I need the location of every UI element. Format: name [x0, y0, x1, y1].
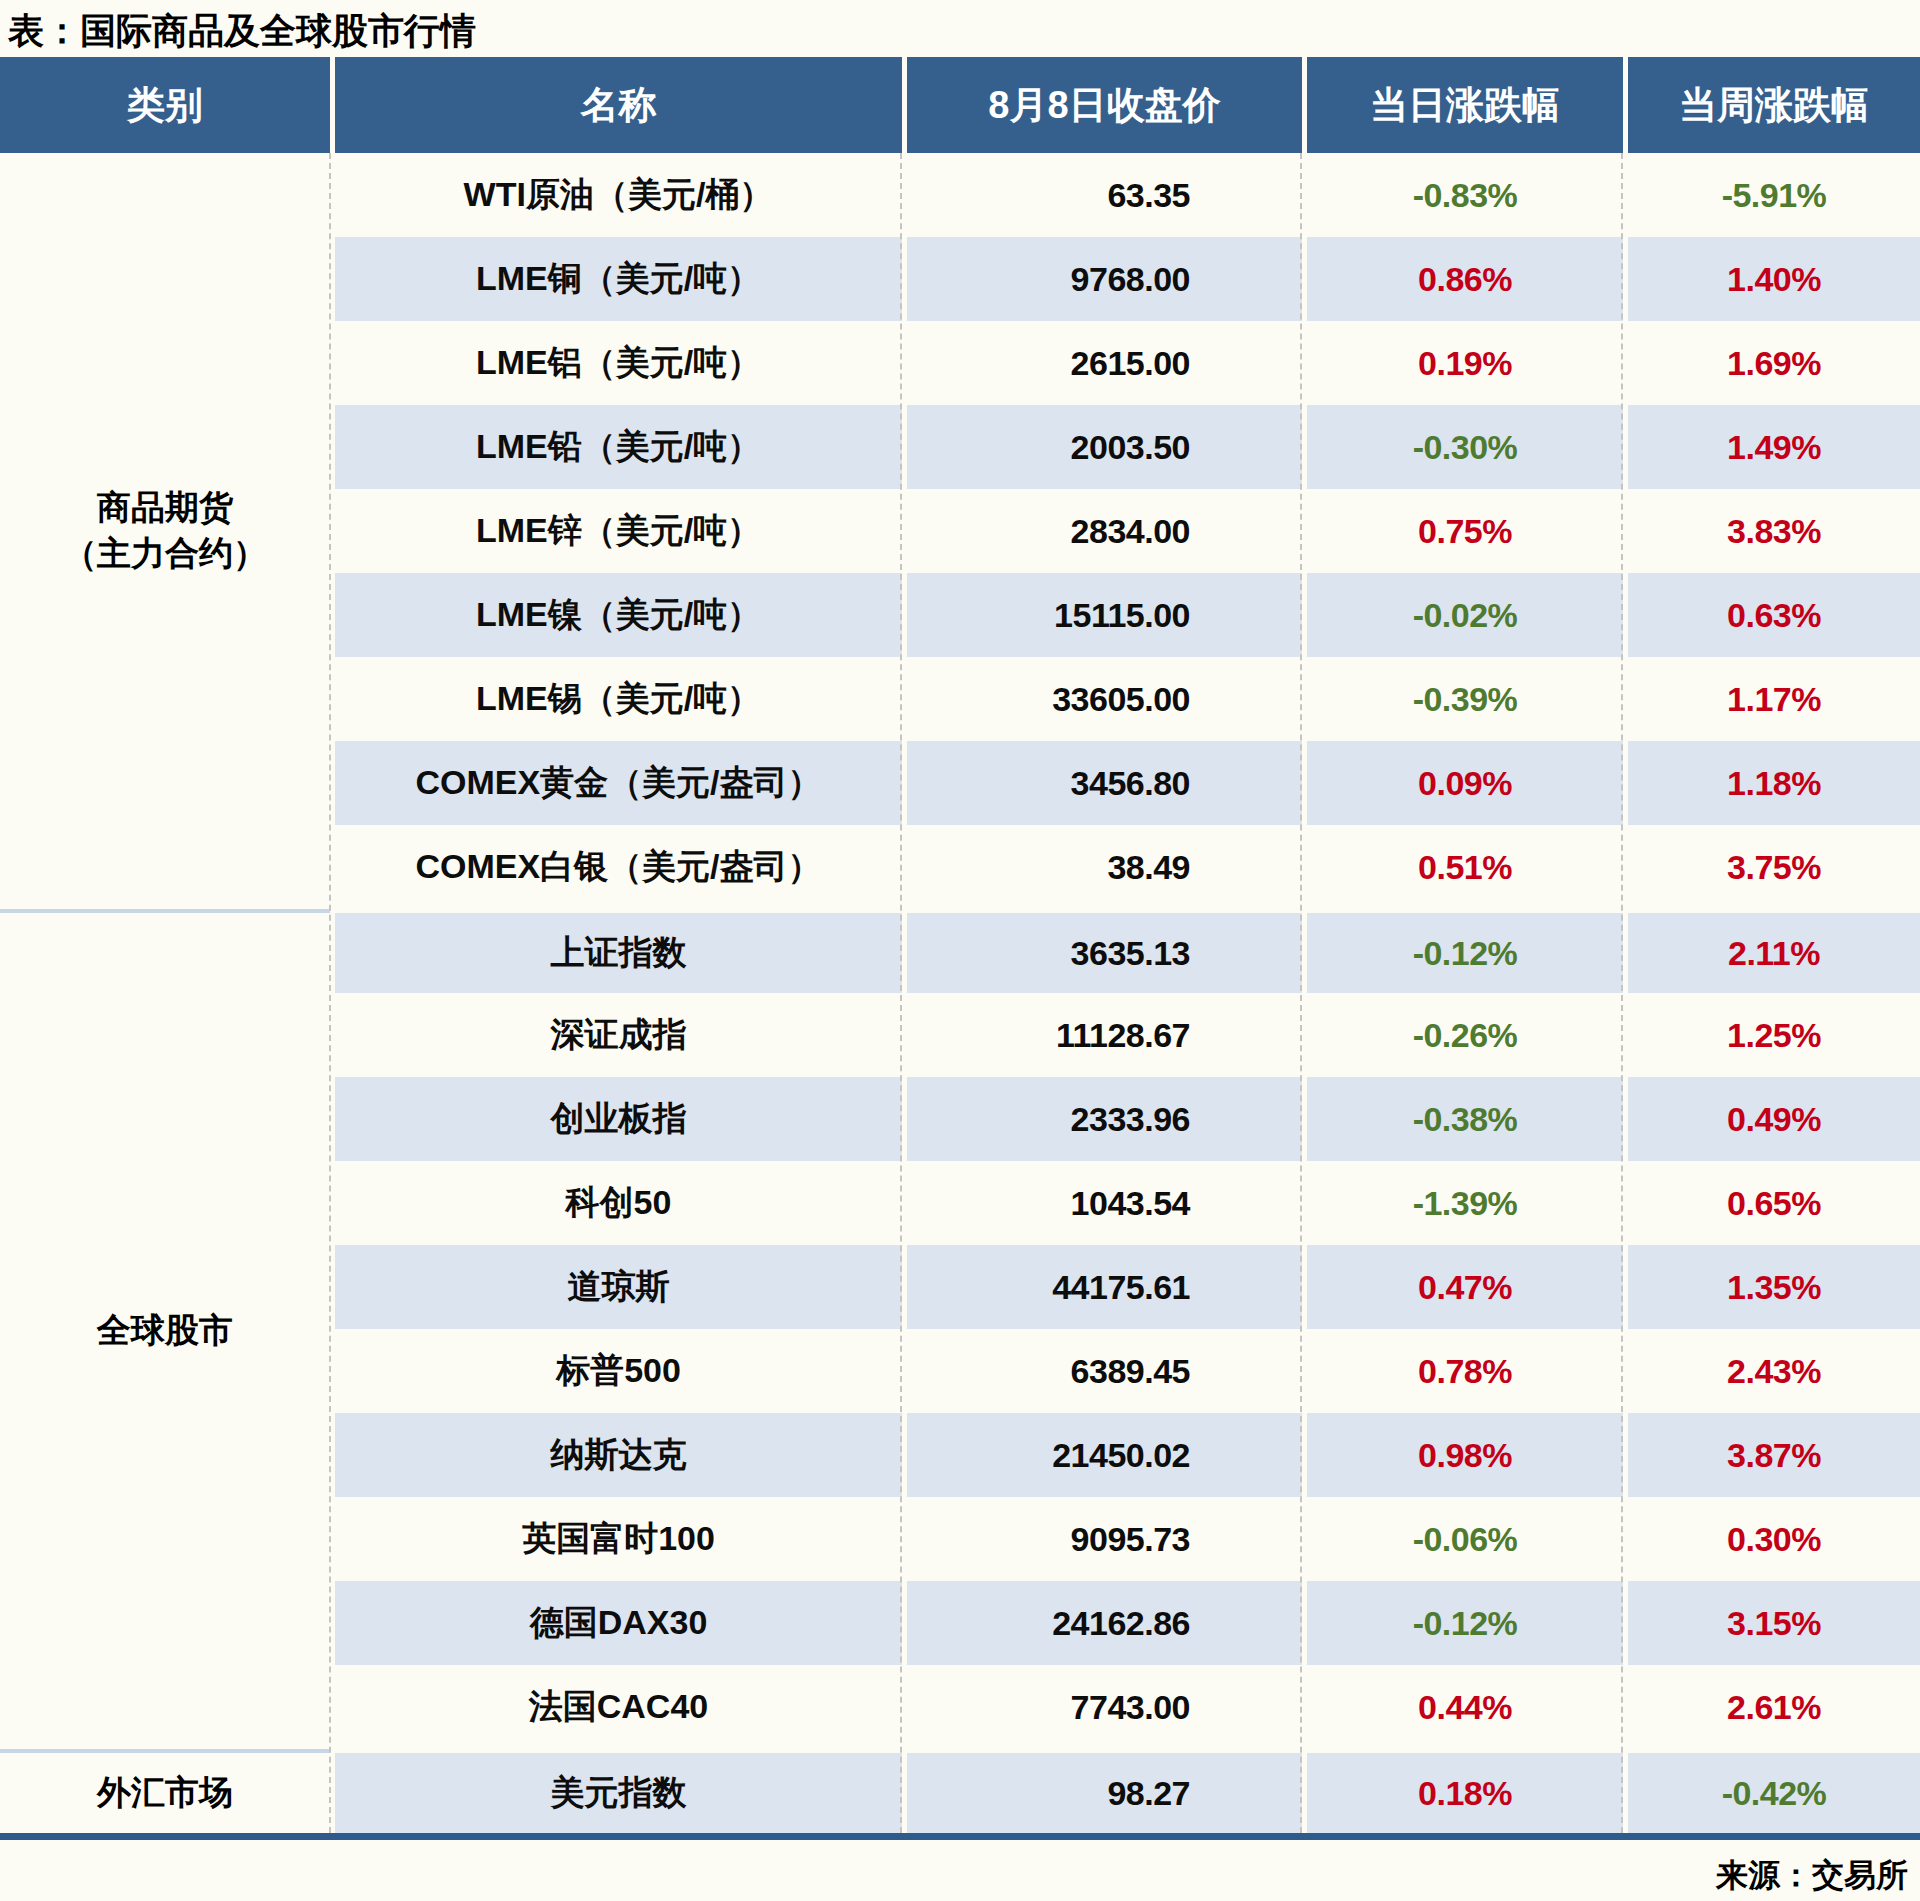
close-price-cell: 2834.00	[902, 489, 1302, 573]
market-table: 类别 名称 8月8日收盘价 当日涨跌幅 当周涨跌幅 商品期货 （主力合约） 全球…	[0, 57, 1920, 1833]
table-title: 表：国际商品及全球股市行情	[0, 0, 1920, 57]
close-price-cell: 2003.50	[902, 405, 1302, 489]
weekly-change-cell: -0.42%	[1623, 1749, 1920, 1833]
close-price-cell: 98.27	[902, 1749, 1302, 1833]
weekly-change-cell: 0.63%	[1623, 573, 1920, 657]
daily-change-cell: 0.51%	[1302, 825, 1623, 909]
name-cell: 创业板指	[330, 1077, 902, 1161]
table-bottom-border	[0, 1833, 1920, 1840]
close-price-cell: 7743.00	[902, 1665, 1302, 1749]
close-price-cell: 21450.02	[902, 1413, 1302, 1497]
weekly-change-cell: 3.15%	[1623, 1581, 1920, 1665]
category-cell-commodity-futures: 商品期货 （主力合约）	[0, 153, 330, 909]
name-cell: LME铜（美元/吨）	[330, 237, 902, 321]
daily-change-cell: 0.09%	[1302, 741, 1623, 825]
daily-change-cell: -0.39%	[1302, 657, 1623, 741]
daily-change-cell: -0.02%	[1302, 573, 1623, 657]
col-header-weekly-change: 当周涨跌幅	[1623, 57, 1920, 153]
name-cell: LME锡（美元/吨）	[330, 657, 902, 741]
source-note: 来源：交易所	[0, 1840, 1920, 1898]
daily-change-cell: 0.44%	[1302, 1665, 1623, 1749]
column-divider-dashed	[1300, 153, 1302, 1833]
weekly-change-cell: 1.40%	[1623, 237, 1920, 321]
name-cell: 深证成指	[330, 993, 902, 1077]
name-cell: LME铝（美元/吨）	[330, 321, 902, 405]
weekly-change-cell: 3.87%	[1623, 1413, 1920, 1497]
daily-change-cell: 0.86%	[1302, 237, 1623, 321]
daily-change-cell: -0.12%	[1302, 1581, 1623, 1665]
daily-change-cell: 0.78%	[1302, 1329, 1623, 1413]
column-divider-dashed	[900, 153, 902, 1833]
daily-change-cell: 0.18%	[1302, 1749, 1623, 1833]
name-cell: LME锌（美元/吨）	[330, 489, 902, 573]
name-cell: 道琼斯	[330, 1245, 902, 1329]
weekly-change-cell: 1.18%	[1623, 741, 1920, 825]
close-price-cell: 63.35	[902, 153, 1302, 237]
daily-change-cell: 0.19%	[1302, 321, 1623, 405]
name-cell: 上证指数	[330, 909, 902, 993]
close-price-cell: 3456.80	[902, 741, 1302, 825]
close-price-cell: 2615.00	[902, 321, 1302, 405]
name-cell: 纳斯达克	[330, 1413, 902, 1497]
name-cell: 标普500	[330, 1329, 902, 1413]
category-cell-fx-market: 外汇市场	[0, 1749, 330, 1833]
name-cell: 英国富时100	[330, 1497, 902, 1581]
close-price-cell: 6389.45	[902, 1329, 1302, 1413]
name-cell: COMEX白银（美元/盎司）	[330, 825, 902, 909]
name-cell: WTI原油（美元/桶）	[330, 153, 902, 237]
close-price-cell: 38.49	[902, 825, 1302, 909]
col-header-close-price: 8月8日收盘价	[902, 57, 1302, 153]
col-header-name: 名称	[330, 57, 902, 153]
weekly-change-cell: 1.25%	[1623, 993, 1920, 1077]
weekly-change-cell: 0.65%	[1623, 1161, 1920, 1245]
weekly-change-cell: 1.35%	[1623, 1245, 1920, 1329]
daily-change-cell: -0.38%	[1302, 1077, 1623, 1161]
close-price-cell: 11128.67	[902, 993, 1302, 1077]
name-cell: LME铅（美元/吨）	[330, 405, 902, 489]
name-cell: LME镍（美元/吨）	[330, 573, 902, 657]
weekly-change-cell: 0.30%	[1623, 1497, 1920, 1581]
weekly-change-cell: 3.83%	[1623, 489, 1920, 573]
weekly-change-cell: 1.49%	[1623, 405, 1920, 489]
weekly-change-cell: 2.61%	[1623, 1665, 1920, 1749]
close-price-cell: 33605.00	[902, 657, 1302, 741]
daily-change-cell: -0.12%	[1302, 909, 1623, 993]
daily-change-cell: 0.98%	[1302, 1413, 1623, 1497]
close-price-cell: 9095.73	[902, 1497, 1302, 1581]
name-cell: 科创50	[330, 1161, 902, 1245]
close-price-cell: 9768.00	[902, 237, 1302, 321]
weekly-change-cell: 2.43%	[1623, 1329, 1920, 1413]
page: 表：国际商品及全球股市行情 类别 名称 8月8日收盘价 当日涨跌幅 当周涨跌幅 …	[0, 0, 1920, 1901]
weekly-change-cell: 3.75%	[1623, 825, 1920, 909]
column-divider-dashed	[1621, 153, 1623, 1833]
daily-change-cell: -0.30%	[1302, 405, 1623, 489]
close-price-cell: 15115.00	[902, 573, 1302, 657]
daily-change-cell: 0.75%	[1302, 489, 1623, 573]
daily-change-cell: -1.39%	[1302, 1161, 1623, 1245]
name-cell: 法国CAC40	[330, 1665, 902, 1749]
close-price-cell: 1043.54	[902, 1161, 1302, 1245]
close-price-cell: 2333.96	[902, 1077, 1302, 1161]
category-cell-global-stocks: 全球股市	[0, 909, 330, 1749]
close-price-cell: 44175.61	[902, 1245, 1302, 1329]
name-cell: 德国DAX30	[330, 1581, 902, 1665]
daily-change-cell: -0.26%	[1302, 993, 1623, 1077]
col-header-category: 类别	[0, 57, 330, 153]
weekly-change-cell: 0.49%	[1623, 1077, 1920, 1161]
daily-change-cell: 0.47%	[1302, 1245, 1623, 1329]
weekly-change-cell: 2.11%	[1623, 909, 1920, 993]
daily-change-cell: -0.83%	[1302, 153, 1623, 237]
col-header-daily-change: 当日涨跌幅	[1302, 57, 1623, 153]
daily-change-cell: -0.06%	[1302, 1497, 1623, 1581]
name-cell: COMEX黄金（美元/盎司）	[330, 741, 902, 825]
close-price-cell: 24162.86	[902, 1581, 1302, 1665]
weekly-change-cell: 1.17%	[1623, 657, 1920, 741]
close-price-cell: 3635.13	[902, 909, 1302, 993]
weekly-change-cell: -5.91%	[1623, 153, 1920, 237]
name-cell: 美元指数	[330, 1749, 902, 1833]
column-divider-dashed	[329, 153, 331, 1833]
weekly-change-cell: 1.69%	[1623, 321, 1920, 405]
